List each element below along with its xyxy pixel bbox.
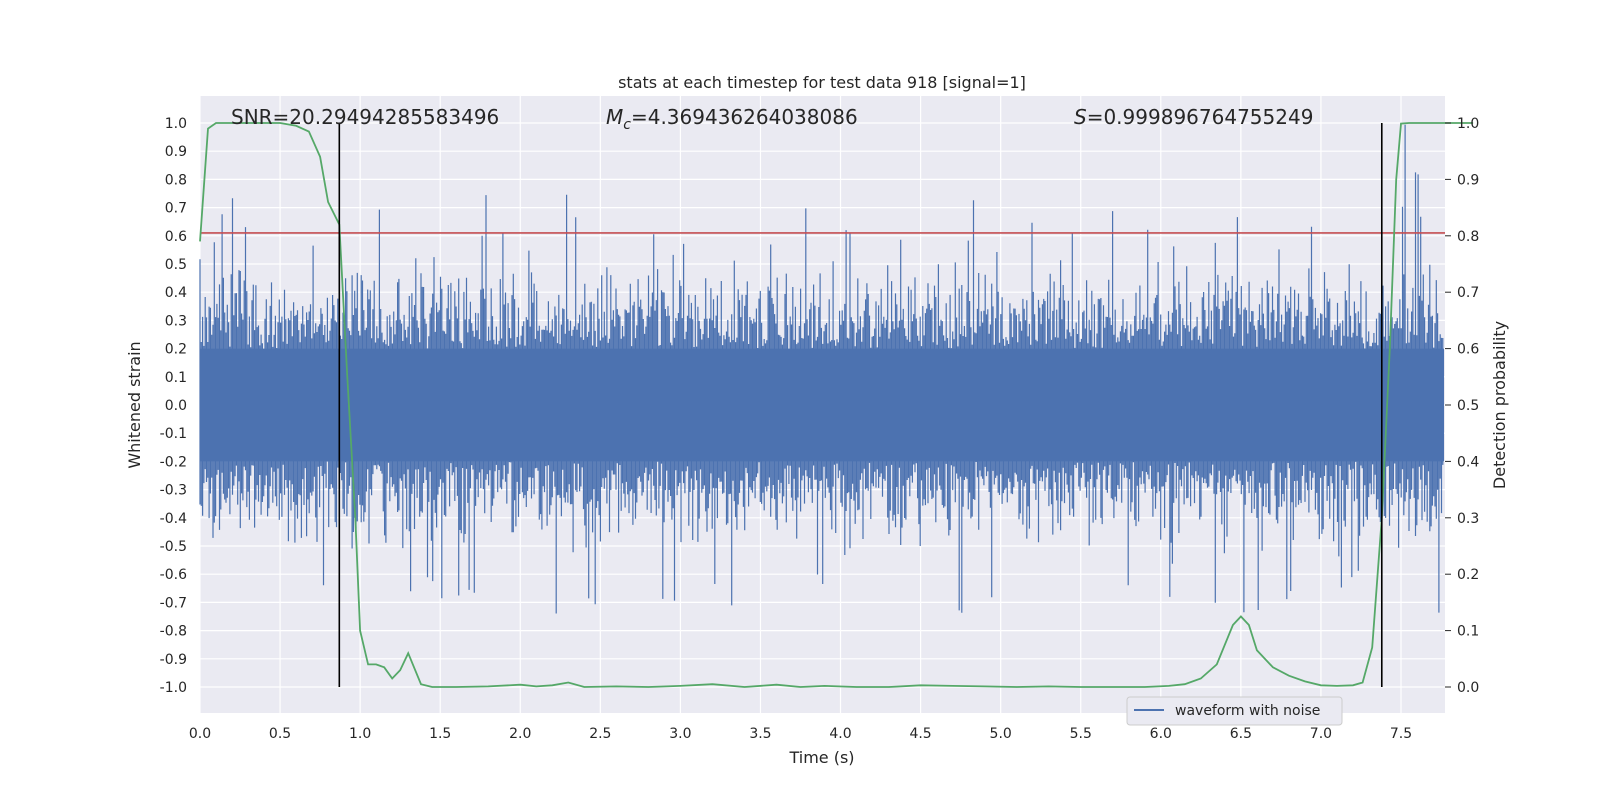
annotation-chirp-mass-symbol: M [606, 105, 623, 129]
x-tick-label: 2.0 [509, 726, 531, 742]
annotation-chirp-mass-value: =4.369436264038086 [631, 105, 858, 129]
y-tick-label: -0.5 [160, 539, 187, 555]
legend-label-waveform: waveform with noise [1175, 703, 1320, 719]
x-tick-label: 5.0 [990, 726, 1012, 742]
y-right-tick-label: 0.2 [1457, 567, 1479, 583]
x-tick-label: 0.0 [189, 726, 211, 742]
y-tick-label: 0.2 [165, 342, 187, 358]
y-tick-label: -0.4 [160, 511, 187, 527]
y-tick-label: 0.3 [165, 313, 187, 329]
x-tick-label: 3.5 [749, 726, 771, 742]
y-tick-label: 0.4 [165, 285, 187, 301]
y-right-tick-label: 0.7 [1457, 285, 1479, 301]
x-tick-label: 7.0 [1310, 726, 1332, 742]
y-tick-label: -0.1 [160, 426, 187, 442]
x-tick-label: 1.0 [349, 726, 371, 742]
detection-probability-line [199, 122, 1474, 688]
y-tick-label: 1.0 [165, 116, 187, 132]
x-axis-label: Time (s) [788, 748, 854, 767]
x-tick-label: 4.0 [829, 726, 851, 742]
y-tick-label: -0.3 [160, 483, 187, 499]
y-tick-label: 0.8 [165, 172, 187, 188]
annotation-chirp-mass-subscript: c [623, 117, 631, 133]
y-tick-label: 0.6 [165, 229, 187, 245]
x-tick-label: 7.5 [1390, 726, 1412, 742]
y-right-tick-label: 0.6 [1457, 342, 1479, 358]
y-axis-label: Whitened strain [125, 341, 144, 468]
y-right-tick-label: 0.0 [1457, 680, 1479, 696]
y-tick-label: 0.1 [165, 370, 187, 386]
x-tick-label: 1.5 [429, 726, 451, 742]
annotation-score-symbol: S [1074, 105, 1087, 129]
y-tick-label: -0.6 [160, 567, 187, 583]
legend-box [1126, 696, 1343, 726]
x-tick-label: 0.5 [269, 726, 291, 742]
left-axis-ticks: 1.0 0.9 0.8 0.7 0.6 0.5 0.4 0.3 0.2 0.1 0.0 -0.1 -0.… [160, 116, 187, 696]
y-tick-label: -0.9 [160, 652, 187, 668]
y-tick-label: -1.0 [160, 680, 187, 696]
x-tick-label: 4.5 [909, 726, 931, 742]
x-tick-label: 3.0 [669, 726, 691, 742]
y-right-tick-label: 0.9 [1457, 172, 1479, 188]
legend: waveform with noise [1126, 696, 1343, 726]
x-axis-ticks: 0.0 0.5 1.0 1.5 2.0 2.5 3.0 3.5 4.0 4.5 5.0 5.5 6.0 6… [189, 726, 1412, 742]
waveform-series [199, 124, 1444, 614]
y-axis-right-label: Detection probability [1490, 321, 1509, 489]
x-tick-label: 2.5 [589, 726, 611, 742]
y-right-tick-label: 0.4 [1457, 454, 1479, 470]
y-tick-label: 0.7 [165, 201, 187, 217]
y-right-tick-label: 0.3 [1457, 511, 1479, 527]
y-right-tick-label: 0.1 [1457, 624, 1479, 640]
y-right-tick-label: 0.8 [1457, 229, 1479, 245]
vline-layer [338, 123, 1383, 687]
y-tick-label: 0.0 [165, 398, 187, 414]
annotation-chirp-mass: Mc=4.369436264038086 [606, 105, 858, 133]
y-tick-label: -0.7 [160, 595, 187, 611]
annotation-snr: SNR=20.29494285583496 [231, 105, 499, 129]
probability-layer [199, 122, 1474, 688]
annotation-score-value: =0.999896764755249 [1087, 105, 1314, 129]
chart-title: stats at each timestep for test data 918… [618, 73, 1026, 92]
x-tick-label: 6.5 [1230, 726, 1252, 742]
y-tick-label: 0.5 [165, 257, 187, 273]
x-tick-label: 5.5 [1070, 726, 1092, 742]
y-right-tick-label: 1.0 [1457, 116, 1479, 132]
y-right-tick-label: 0.5 [1457, 398, 1479, 414]
y-tick-label: 0.9 [165, 144, 187, 160]
y-tick-label: -0.2 [160, 454, 187, 470]
y-tick-label: -0.8 [160, 624, 187, 640]
right-axis-ticks: 1.0 0.9 0.8 0.7 0.6 0.5 0.4 0.3 0.2 0.1 0.0 [1445, 116, 1479, 696]
waveform-line [199, 124, 1444, 614]
x-tick-label: 6.0 [1150, 726, 1172, 742]
annotation-score: S=0.999896764755249 [1074, 105, 1313, 129]
